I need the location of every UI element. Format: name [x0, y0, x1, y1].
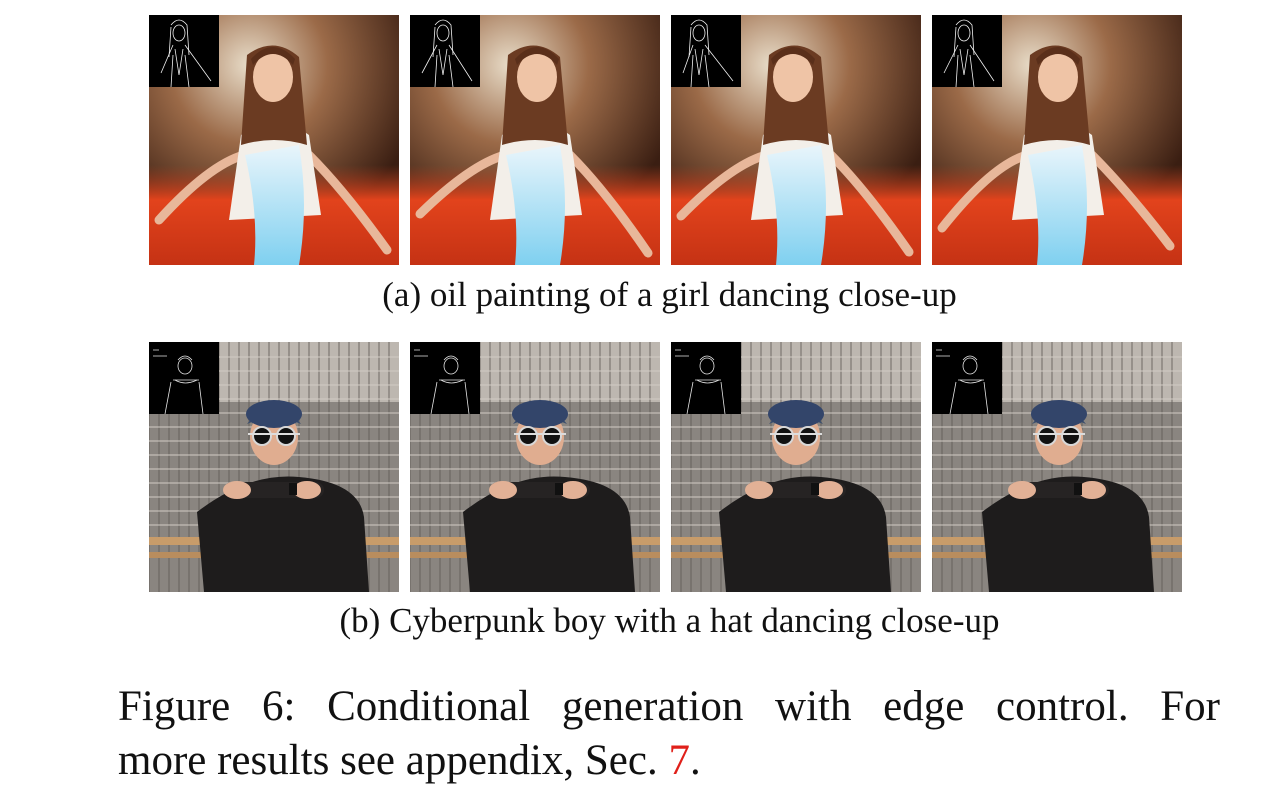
boy-frame-1: [149, 342, 399, 592]
boy-frame-2: [410, 342, 660, 592]
figure-caption-line-2: more results see appendix, Sec. 7.: [118, 737, 701, 784]
subfigure-a-image-row: [149, 15, 1182, 265]
figure-caption-line-1: Figure 6: Conditional generation with ed…: [118, 683, 1220, 730]
boy-frame-4: [932, 342, 1182, 592]
girl-frame-1: [149, 15, 399, 265]
edge-map-inset: [149, 15, 219, 87]
girl-frame-4: [932, 15, 1182, 265]
girl-frame-2: [410, 15, 660, 265]
girl-frame-3: [671, 15, 921, 265]
edge-map-inset: [932, 15, 1002, 87]
edge-map-inset: [410, 15, 480, 87]
edge-map-inset: [149, 342, 219, 414]
subfigure-b-image-row: [149, 342, 1182, 592]
edge-map-inset: [410, 342, 480, 414]
edge-map-inset: [671, 342, 741, 414]
subfigure-a-caption: (a) oil painting of a girl dancing close…: [382, 275, 957, 314]
section-ref-link[interactable]: 7: [668, 737, 690, 784]
edge-map-inset: [671, 15, 741, 87]
figure-caption: Figure 6: Conditional generation with ed…: [118, 680, 1220, 788]
boy-frame-3: [671, 342, 921, 592]
subfigure-b-caption: (b) Cyberpunk boy with a hat dancing clo…: [339, 601, 1000, 640]
edge-map-inset: [932, 342, 1002, 414]
